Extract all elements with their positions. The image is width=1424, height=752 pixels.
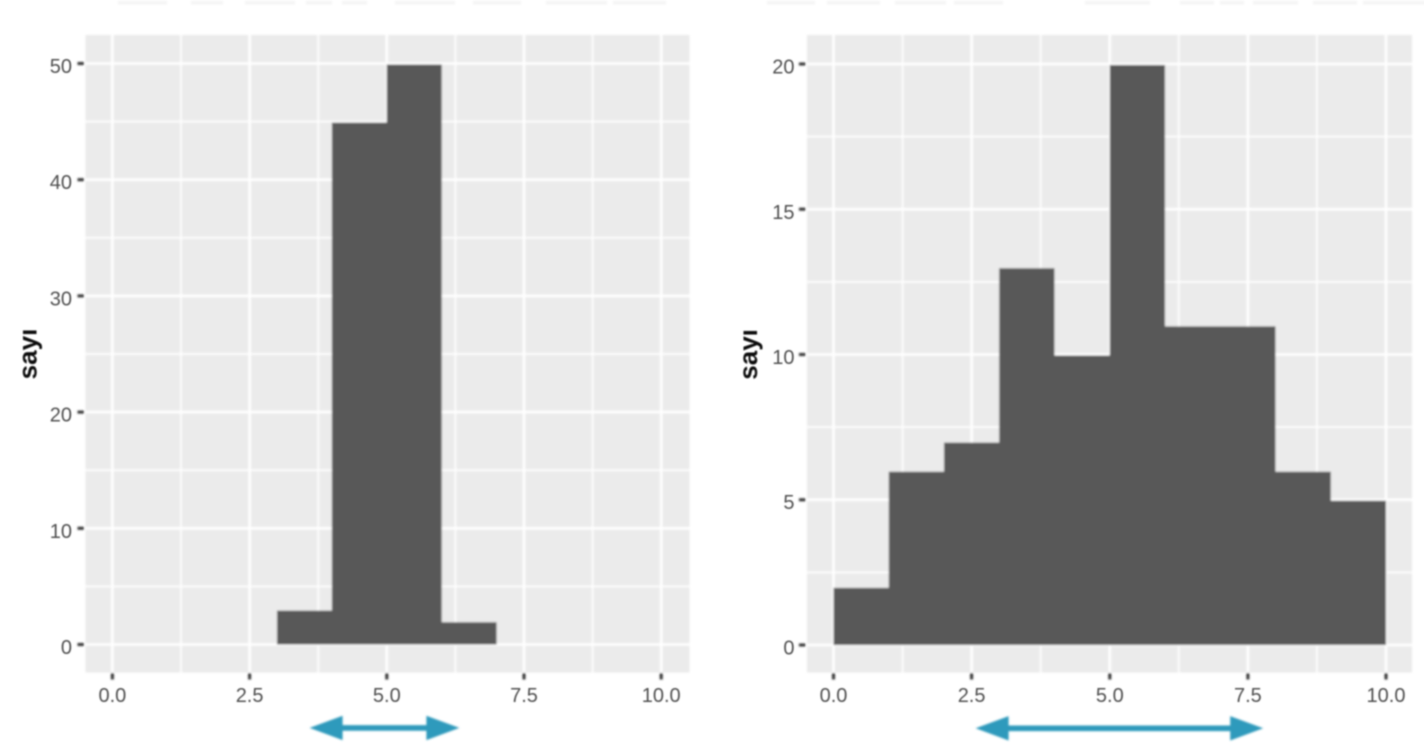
svg-text:0.0: 0.0 — [98, 685, 126, 707]
svg-text:0: 0 — [783, 638, 794, 660]
svg-text:5.0: 5.0 — [1096, 685, 1124, 707]
svg-text:30: 30 — [50, 288, 72, 310]
svg-text:10: 10 — [50, 521, 72, 543]
svg-text:0.0: 0.0 — [820, 685, 848, 707]
svg-text:sayı: sayı — [13, 329, 43, 380]
svg-text:5.0: 5.0 — [373, 685, 401, 707]
svg-text:15: 15 — [772, 202, 794, 224]
svg-text:10.0: 10.0 — [642, 685, 681, 707]
svg-text:7.5: 7.5 — [1234, 685, 1262, 707]
svg-text:40: 40 — [50, 172, 72, 194]
svg-text:10: 10 — [772, 347, 794, 369]
svg-text:2.5: 2.5 — [958, 685, 986, 707]
svg-text:10.0: 10.0 — [1367, 685, 1406, 707]
svg-text:50: 50 — [50, 56, 72, 78]
svg-text:20: 20 — [772, 57, 794, 79]
svg-text:7.5: 7.5 — [510, 685, 538, 707]
svg-text:5: 5 — [783, 492, 794, 514]
svg-text:sayı: sayı — [733, 329, 763, 380]
svg-text:20: 20 — [50, 405, 72, 427]
svg-text:0: 0 — [61, 637, 72, 659]
svg-text:2.5: 2.5 — [236, 685, 264, 707]
